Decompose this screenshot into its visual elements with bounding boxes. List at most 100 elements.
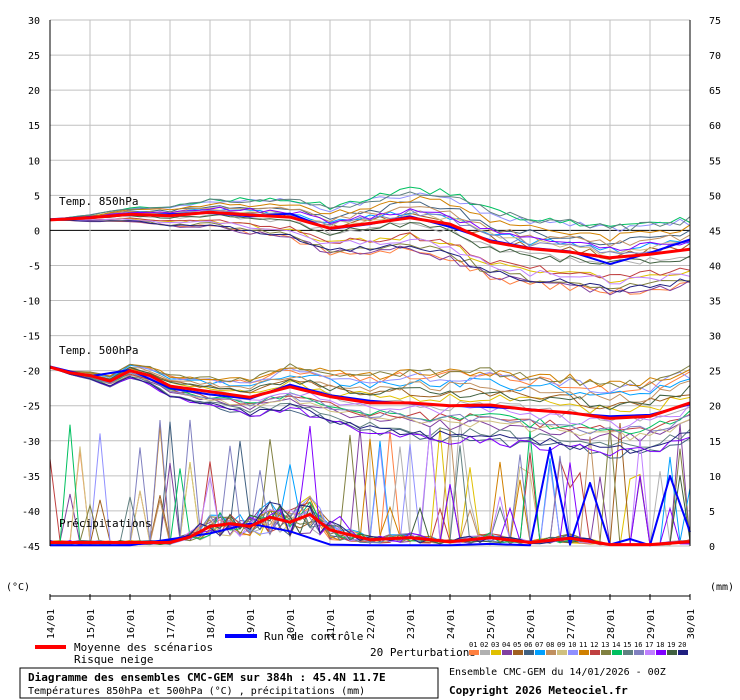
- perturbation-line: [49, 366, 691, 403]
- perturbation-line: [49, 366, 691, 411]
- perturbation-line: [49, 366, 691, 410]
- info-box: [19, 667, 439, 699]
- x-tick-label: 20/01: [286, 609, 297, 639]
- x-tick-label: 16/01: [126, 609, 137, 639]
- perturbation-swatch: [590, 650, 600, 655]
- x-tick-label: 22/01: [366, 609, 377, 639]
- right-tick-label: 50: [709, 191, 721, 202]
- info-title: Diagramme des ensembles CMC-GEM sur 384h…: [28, 671, 386, 684]
- right-tick-label: 60: [709, 121, 721, 132]
- x-tick-label: 30/01: [686, 609, 697, 639]
- grid: [49, 19, 691, 547]
- left-tick-label: 15: [28, 121, 40, 132]
- right-axis-unit: (mm): [710, 582, 734, 593]
- left-tick-label: -5: [28, 261, 40, 272]
- perturbation-line: [49, 366, 691, 457]
- right-tick-label: 55: [709, 156, 721, 167]
- perturbation-number: 11: [579, 641, 587, 649]
- perturbation-swatch: [634, 650, 644, 655]
- right-tick-label: 0: [709, 542, 715, 553]
- left-tick-label: -10: [22, 297, 40, 308]
- right-tick-label: 65: [709, 86, 721, 97]
- perturbation-swatch: [480, 650, 490, 655]
- perturbation-line: [49, 195, 691, 242]
- perturbation-swatch: [612, 650, 622, 655]
- legend-perturbations-label: 20 Perturbations: [370, 646, 476, 659]
- left-tick-label: 25: [28, 51, 40, 62]
- perturbation-swatch: [601, 650, 611, 655]
- right-tick-label: 75: [709, 16, 721, 27]
- perturbation-line: [49, 366, 691, 430]
- mean-precip-line: [50, 512, 691, 547]
- perturbation-number: 06: [524, 641, 532, 649]
- perturbation-swatch: [524, 650, 534, 655]
- perturbation-number: 02: [480, 641, 488, 649]
- perturbation-swatch: [491, 650, 501, 655]
- x-tick-label: 27/01: [566, 609, 577, 639]
- perturbation-line: [49, 366, 691, 448]
- info-copyright: Copyright 2026 Meteociel.fr: [449, 684, 628, 697]
- info-run: Ensemble CMC-GEM du 14/01/2026 - 00Z: [449, 667, 666, 678]
- x-tick-label: 19/01: [246, 609, 257, 639]
- perturbation-line: [49, 192, 691, 233]
- left-tick-label: 30: [28, 16, 40, 27]
- x-tick-label: 28/01: [606, 609, 617, 639]
- perturbation-number: 08: [546, 641, 554, 649]
- right-tick-label: 35: [709, 297, 721, 308]
- perturbation-swatch: [502, 650, 512, 655]
- perturbation-swatch: [568, 650, 578, 655]
- mean-t500-line: [49, 365, 691, 420]
- x-tick-label: 18/01: [206, 609, 217, 639]
- left-tick-label: 5: [34, 191, 40, 202]
- perturbation-number: 19: [667, 641, 675, 649]
- perturbation-line: [49, 206, 691, 251]
- perturbation-number: 03: [491, 641, 499, 649]
- left-tick-label: -45: [22, 542, 40, 553]
- perturbation-number: 04: [502, 641, 510, 649]
- right-tick-label: 15: [709, 437, 721, 448]
- x-tick-label: 24/01: [446, 609, 457, 639]
- mean-lines: [49, 210, 691, 547]
- perturbation-swatch: [678, 650, 688, 655]
- left-tick-label: -25: [22, 402, 40, 413]
- right-tick-label: 20: [709, 402, 721, 413]
- perturbation-line: [49, 218, 691, 285]
- right-tick-label: 30: [709, 332, 721, 343]
- perturbation-line: [49, 214, 691, 265]
- x-tick-label: 26/01: [526, 609, 537, 639]
- panel-label-t850: Temp. 850hPa: [59, 195, 138, 208]
- perturbation-swatch: [557, 650, 567, 655]
- x-tick-label: 14/01: [46, 609, 57, 639]
- info-subtitle: Températures 850hPa et 500hPa (°C) , pré…: [28, 685, 365, 697]
- right-tick-label: 45: [709, 226, 721, 237]
- control-precip-line: [50, 446, 691, 547]
- perturbation-number: 15: [623, 641, 631, 649]
- panel-label-precip: Précipitations: [59, 517, 152, 530]
- right-tick-label: 10: [709, 472, 721, 483]
- left-tick-label: -35: [22, 472, 40, 483]
- perturbation-number: 13: [601, 641, 609, 649]
- perturbation-line: [50, 217, 691, 279]
- perturbation-swatch: [656, 650, 666, 655]
- perturbation-line: [49, 201, 691, 246]
- axes: 302520151050-5-10-15-20-25-30-35-40-4575…: [22, 16, 721, 639]
- perturbation-swatch: [469, 650, 479, 655]
- perturbation-number: 18: [656, 641, 664, 649]
- legend-mean-label: Moyenne des scénarios: [74, 641, 213, 654]
- perturbation-swatch: [535, 650, 545, 655]
- x-tick-label: 21/01: [326, 609, 337, 639]
- perturbation-swatch: [546, 650, 556, 655]
- right-tick-label: 70: [709, 51, 721, 62]
- left-tick-label: 10: [28, 156, 40, 167]
- perturbation-number: 17: [645, 641, 653, 649]
- left-tick-label: 0: [34, 226, 40, 237]
- perturbation-number: 09: [557, 641, 565, 649]
- x-tick-label: 17/01: [166, 609, 177, 639]
- left-axis-unit: (°C): [6, 582, 30, 593]
- left-tick-label: -20: [22, 367, 40, 378]
- x-tick-label: 15/01: [86, 609, 97, 639]
- mean-t850-line: [49, 210, 691, 260]
- perturbation-swatches: 01 02 03 04 05 06 07 08 09 10 11 12 13 14 15 16 17 18 19 20: [469, 641, 688, 655]
- right-tick-label: 40: [709, 261, 721, 272]
